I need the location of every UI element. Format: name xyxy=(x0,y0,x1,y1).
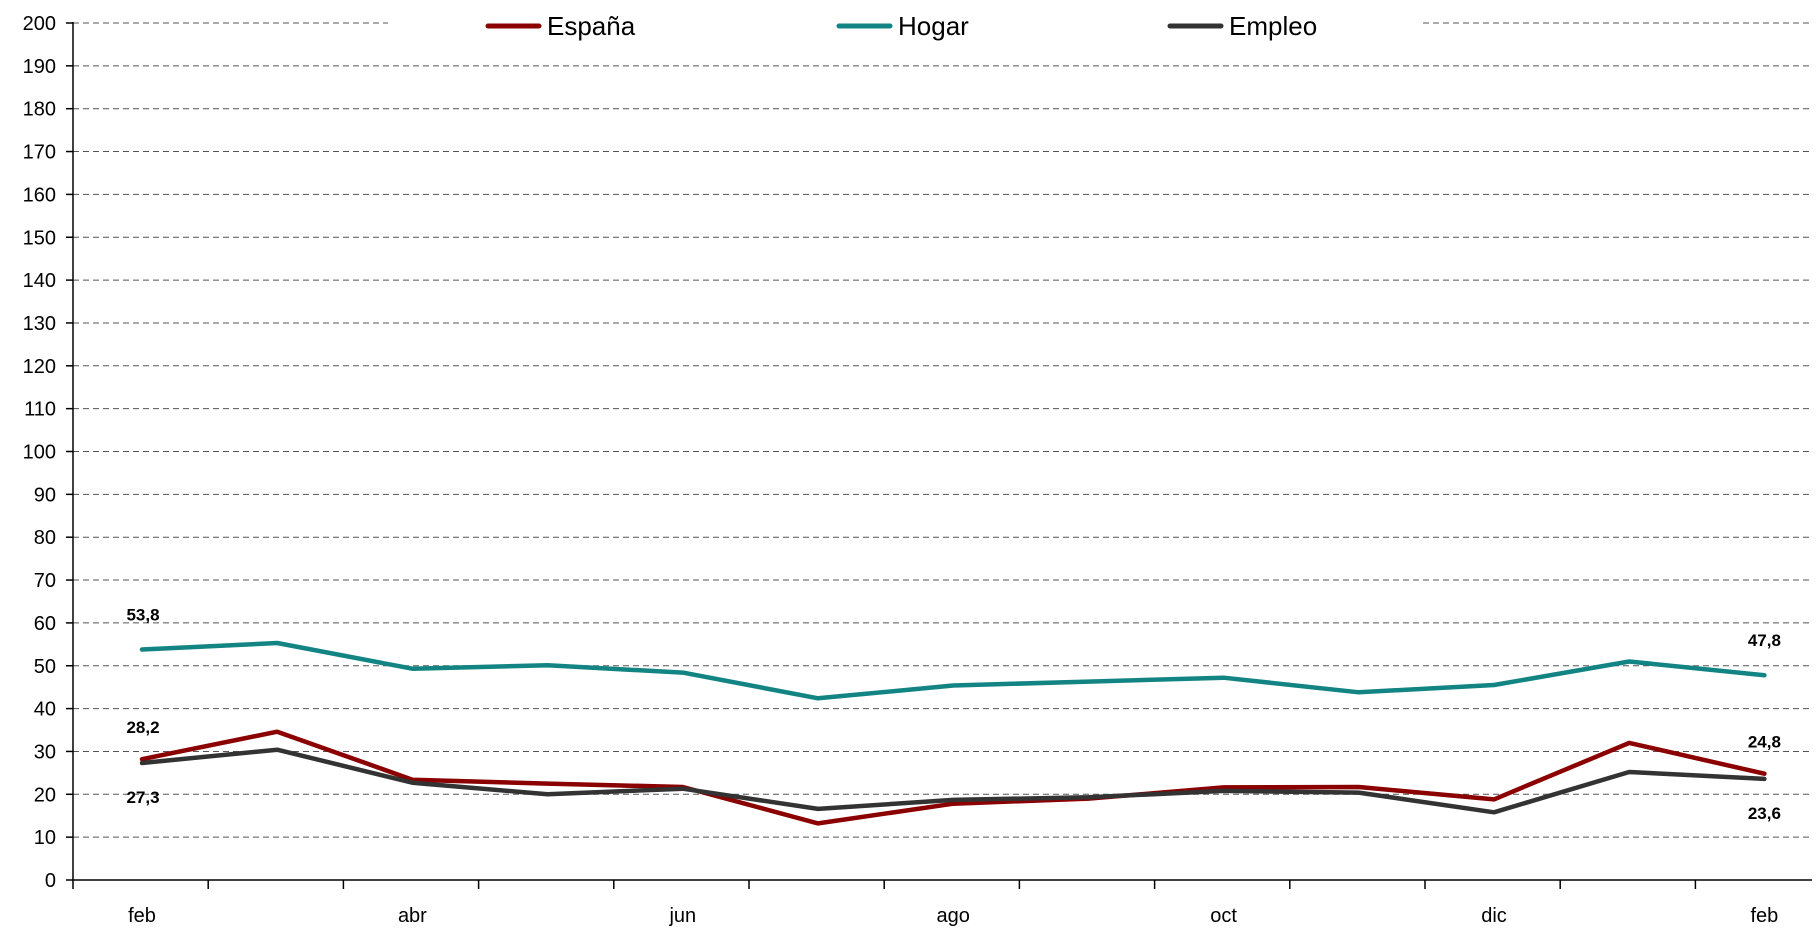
series-line xyxy=(139,729,1767,826)
data-label: 27,3 xyxy=(126,788,159,807)
y-tick-label: 80 xyxy=(34,527,56,549)
x-tick-label: jun xyxy=(668,905,696,927)
data-label: 53,8 xyxy=(126,605,159,624)
x-tick-label: abr xyxy=(398,905,427,927)
axes: 0 10 20 30 40 50 60 70 80 90 100 110 120 130 140 150 160… xyxy=(23,13,1812,927)
series-line xyxy=(139,747,1767,815)
gridlines xyxy=(73,22,1812,838)
data-label: 28,2 xyxy=(126,718,159,737)
data-label: 24,8 xyxy=(1748,733,1781,752)
y-tick-label: 150 xyxy=(23,227,56,249)
y-tick-label: 20 xyxy=(34,784,56,806)
x-tick-label: dic xyxy=(1481,905,1507,927)
y-tick-label: 160 xyxy=(23,184,56,206)
y-tick-label: 180 xyxy=(23,99,56,121)
y-tick-label: 200 xyxy=(23,13,56,35)
y-tick-label: 40 xyxy=(34,699,56,721)
data-label: 23,6 xyxy=(1748,804,1781,823)
series-lines xyxy=(139,640,1767,826)
x-tick-label: feb xyxy=(128,905,156,927)
y-tick-label: 100 xyxy=(23,442,56,464)
series-line xyxy=(139,640,1767,701)
y-tick-label: 70 xyxy=(34,570,56,592)
y-tick-label: 50 xyxy=(34,656,56,678)
legend-label: Empleo xyxy=(1229,11,1317,41)
y-tick-label: 190 xyxy=(23,56,56,78)
data-label: 47,8 xyxy=(1748,631,1781,650)
y-tick-label: 140 xyxy=(23,270,56,292)
y-tick-label: 170 xyxy=(23,142,56,164)
y-tick-label: 110 xyxy=(24,399,56,421)
legend: España Hogar Empleo xyxy=(388,6,1423,44)
x-tick-label: ago xyxy=(937,905,970,927)
y-tick-label: 30 xyxy=(34,741,56,763)
y-tick-label: 0 xyxy=(45,870,56,892)
legend-label: España xyxy=(547,11,636,41)
x-tick-label: feb xyxy=(1750,905,1778,927)
y-tick-label: 90 xyxy=(34,484,56,506)
y-tick-label: 10 xyxy=(34,827,56,849)
y-tick-label: 130 xyxy=(23,313,56,335)
data-labels: 28,2 24,8 53,8 47,8 27,3 23,6 xyxy=(126,605,1780,822)
y-tick-label: 120 xyxy=(23,356,56,378)
x-tick-label: oct xyxy=(1210,905,1237,927)
y-tick-label: 60 xyxy=(34,613,56,635)
legend-background xyxy=(388,6,1423,44)
legend-label: Hogar xyxy=(898,11,969,41)
